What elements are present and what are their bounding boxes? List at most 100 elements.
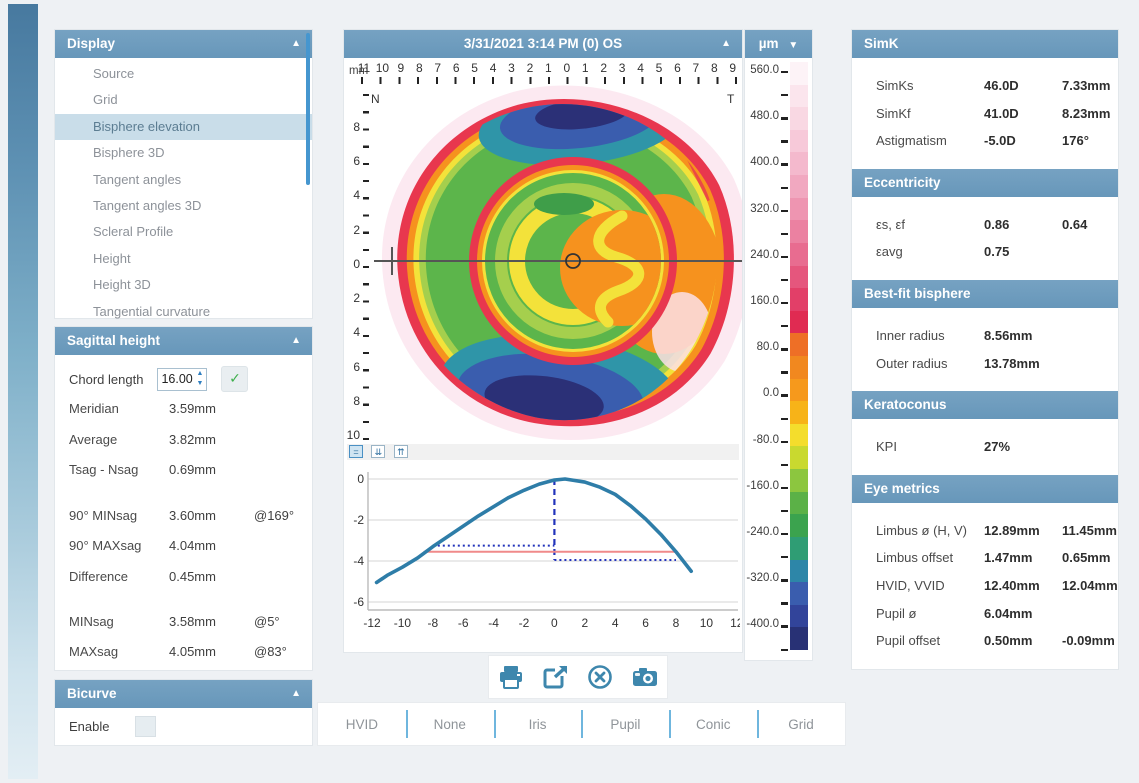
svg-text:-4: -4 (353, 554, 364, 568)
profile-line-icon[interactable]: = (349, 445, 363, 458)
export-icon[interactable] (542, 664, 570, 690)
metric-label: Pupil ø (876, 605, 917, 621)
display-list-item[interactable]: Bisphere 3D (55, 140, 312, 166)
metric-label: MINsag (69, 613, 114, 629)
scale-tick (781, 440, 788, 443)
metric-value: 0.45mm (169, 568, 216, 584)
ruler-number: 8 (710, 61, 718, 75)
check-icon: ✓ (229, 370, 241, 386)
eccentricity-header: Eccentricity (852, 168, 1118, 197)
exam-title: 3/31/2021 3:14 PM (0) OS (463, 36, 623, 51)
svg-text:-2: -2 (519, 616, 530, 630)
bicurve-panel-header[interactable]: Bicurve ▲ (55, 680, 312, 708)
scale-unit-header[interactable]: µm ▼ (745, 30, 812, 58)
chord-apply-button[interactable]: ✓ (221, 366, 249, 392)
keratoconus-header: Keratoconus (852, 391, 1118, 420)
overlay-iris-button[interactable]: Iris (493, 703, 582, 745)
scale-band (790, 152, 808, 176)
ruler-number: 2 (353, 291, 360, 306)
display-panel-header[interactable]: Display ▲ (55, 30, 312, 58)
metric-value-2: 176° (1062, 133, 1089, 149)
overlay-hvid-button[interactable]: HVID (345, 716, 379, 732)
display-item-label: Source (93, 66, 135, 81)
chord-length-stepper[interactable]: 16.00 ▲ ▼ (157, 367, 208, 391)
exam-header[interactable]: 3/31/2021 3:14 PM (0) OS ▲ (344, 30, 742, 58)
scale-tick (781, 394, 788, 397)
camera-icon[interactable] (631, 664, 659, 690)
metric-label: Outer radius (876, 355, 948, 371)
scale-tick-label: -160.0 (746, 479, 779, 492)
overlay-conic-button[interactable]: Conic (669, 703, 757, 745)
overlay-none-button[interactable]: None (405, 703, 494, 745)
ruler-number: 4 (353, 325, 360, 340)
metric-value: 3.60mm (169, 507, 216, 523)
metric-row: HVID, VVID 12.40mm 12.04mm (852, 572, 1118, 600)
scale-band (790, 265, 808, 289)
overlay-pupil-button[interactable]: Pupil (581, 703, 669, 745)
vertical-ruler: 8 6 4 2 0 2 4 6 8 10 (346, 120, 360, 442)
ruler-number: 4 (489, 61, 497, 75)
scale-tick (781, 140, 788, 143)
metric-row: Limbus offset 1.47mm 0.65mm (852, 544, 1118, 572)
bicurve-panel-title: Bicurve (67, 686, 117, 701)
scale-band (790, 62, 808, 86)
display-list-item[interactable]: Grid (55, 87, 312, 113)
display-list-item[interactable]: Scleral Profile (55, 219, 312, 245)
scale-tick (781, 348, 788, 351)
scale-tick-label: 480.0 (750, 110, 779, 123)
enable-checkbox[interactable] (135, 716, 157, 737)
display-list-item[interactable]: Height 3D (55, 272, 312, 298)
metric-row: Astigmatism -5.0D 176° (852, 127, 1118, 155)
sagittal-panel-title: Sagittal height (67, 333, 161, 348)
scale-tick (781, 94, 788, 97)
horizontal-ruler: 11 10 9 8 7 6 5 4 3 2 1 0 1 2 3 4 5 6 7 8 9 (357, 61, 740, 75)
metric-row: Limbus ø (H, V) 12.89mm 11.45mm (852, 517, 1118, 545)
display-list-item[interactable]: Tangent angles 3D (55, 193, 312, 219)
eye-metrics-section: Eye metrics Limbus ø (H, V) 12.89mm 11.4… (852, 474, 1118, 669)
sagittal-panel-header[interactable]: Sagittal height ▲ (55, 327, 312, 355)
sagittal-group-c: MINsag 3.58mm @5° MAXsag 4.05mm @83° (55, 607, 312, 668)
sagittal-row: MINsag 3.58mm @5° (55, 607, 312, 638)
overlay-grid-button[interactable]: Grid (757, 703, 845, 745)
scale-tick (781, 556, 788, 559)
scale-tick (781, 463, 788, 467)
double-chevron-up-icon[interactable]: ⇈ (393, 445, 408, 458)
display-list-scrollbar[interactable] (306, 33, 310, 185)
metric-label: εs, εf (876, 216, 905, 232)
metric-value-2: 7.33mm (1062, 78, 1111, 93)
display-list-item[interactable]: Source (55, 61, 312, 87)
metric-value-1: 46.0D (984, 78, 1019, 93)
chord-down-icon[interactable]: ▼ (196, 380, 204, 387)
metric-value-2: 8.23mm (1062, 105, 1111, 121)
metric-label: Difference (69, 568, 129, 584)
close-circle-icon[interactable] (586, 664, 614, 690)
display-item-label: Scleral Profile (93, 224, 174, 240)
meridian-line[interactable] (374, 247, 742, 275)
chord-length-value[interactable]: 16.00 (161, 371, 193, 386)
sagittal-profile-chart: 0 -2 -4 -6 -12 -10 -8 -6 -4 -2 0 2 4 6 8 10 12 (353, 472, 740, 630)
section-title: SimK (864, 36, 899, 51)
double-chevron-down-icon[interactable]: ⇊ (371, 445, 386, 458)
printer-icon[interactable] (497, 664, 525, 690)
display-list-item[interactable]: Tangent angles (55, 167, 312, 193)
scale-tick (781, 579, 788, 582)
metric-value-1: 6.04mm (984, 605, 1033, 621)
metric-row: Pupil ø 6.04mm (852, 600, 1118, 628)
scale-tick (781, 648, 788, 651)
scale-band (790, 288, 808, 312)
display-list-item[interactable]: Bisphere elevation (55, 113, 312, 141)
scale-tick-label: 0.0 (763, 387, 779, 400)
metric-row: SimKs 46.0D 7.33mm (852, 72, 1118, 100)
scale-band (790, 129, 808, 153)
display-panel: Display ▲ Source Grid Bisphere elevation… (55, 30, 312, 321)
display-list-item[interactable]: Tangential curvature (55, 299, 312, 321)
display-list-item[interactable]: Height (55, 246, 312, 272)
scale-tick (781, 417, 788, 420)
scale-band (790, 604, 808, 628)
scale-band (790, 378, 808, 402)
sagittal-row: Difference 0.45mm (55, 562, 312, 593)
scale-tick-label: -400.0 (746, 618, 779, 631)
chord-up-icon[interactable]: ▲ (196, 369, 204, 377)
metric-value-1: 13.78mm (984, 355, 1040, 371)
ruler-number: 3 (618, 61, 626, 75)
